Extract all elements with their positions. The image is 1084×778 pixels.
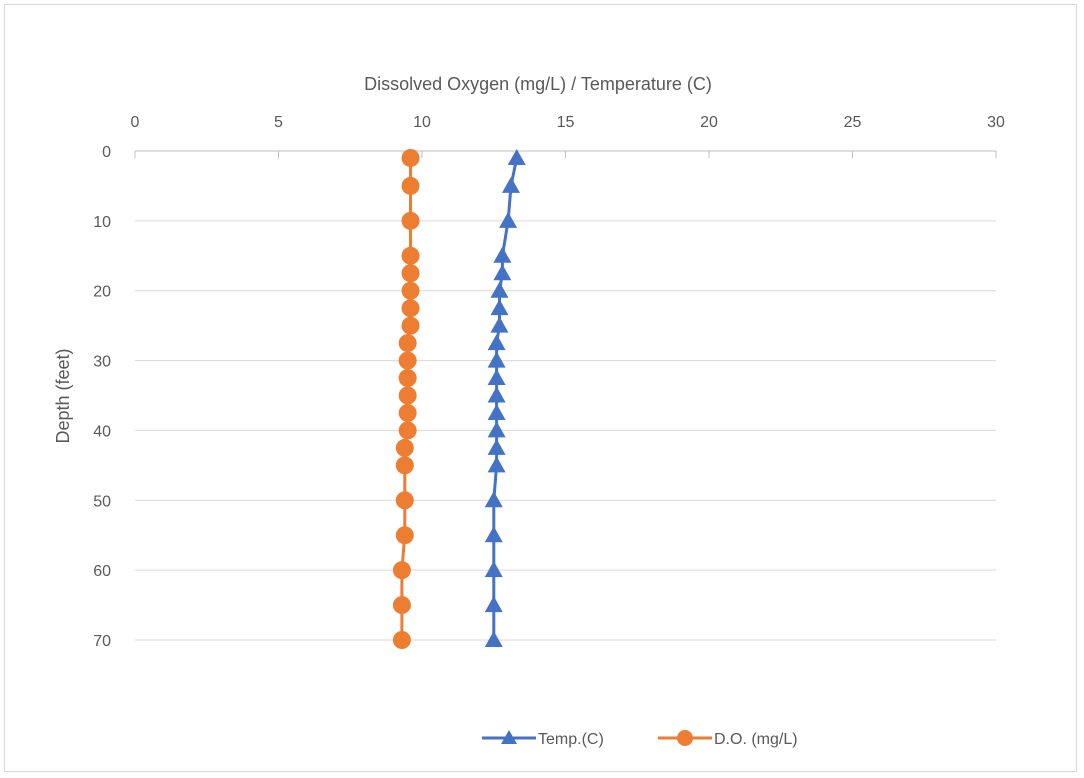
- y-tick-label: 70: [93, 633, 111, 650]
- data-point: [484, 596, 503, 613]
- y-tick-label: 0: [102, 144, 111, 161]
- data-point: [487, 456, 506, 473]
- data-point: [490, 316, 509, 333]
- x-tick-label: 10: [413, 114, 431, 131]
- data-point: [499, 211, 518, 228]
- data-point: [401, 176, 420, 195]
- data-point: [507, 148, 526, 165]
- data-point: [401, 299, 420, 318]
- data-point: [392, 561, 411, 580]
- data-point: [487, 386, 506, 403]
- data-point: [392, 631, 411, 649]
- legend-label: D.O. (mg/L): [714, 731, 798, 748]
- data-point: [493, 264, 512, 281]
- data-point: [398, 334, 417, 353]
- legend: Temp.(C) D.O. (mg/L): [482, 730, 798, 748]
- data-point: [487, 438, 506, 455]
- axes: 0 10 20 30 40 50 60 70 0 5 10 15 20 25 30: [93, 114, 1005, 650]
- legend-marker: [677, 730, 693, 746]
- data-point: [401, 148, 420, 167]
- data-point: [401, 264, 420, 283]
- data-point: [484, 491, 503, 508]
- data-point: [493, 246, 512, 263]
- data-point: [398, 369, 417, 388]
- data-point: [401, 316, 420, 335]
- y-tick-label: 40: [93, 423, 111, 440]
- data-point: [484, 631, 503, 647]
- data-point: [401, 246, 420, 265]
- data-point: [487, 334, 506, 351]
- x-axis-title: Dissolved Oxygen (mg/L) / Temperature (C…: [364, 74, 712, 94]
- chart-area: [4, 4, 1077, 772]
- data-point: [484, 526, 503, 543]
- data-point: [395, 456, 414, 475]
- data-point: [401, 211, 420, 230]
- x-tick-label: 25: [844, 114, 862, 131]
- data-point: [484, 561, 503, 578]
- data-point: [398, 403, 417, 422]
- x-tick-label: 15: [557, 114, 575, 131]
- data-point: [490, 299, 509, 316]
- data-point: [392, 596, 411, 615]
- data-point: [487, 351, 506, 368]
- data-point: [490, 281, 509, 298]
- y-tick-label: 50: [93, 493, 111, 510]
- data-point: [401, 281, 420, 300]
- data-point: [395, 491, 414, 510]
- data-point: [398, 386, 417, 405]
- data-point: [395, 438, 414, 457]
- y-tick-label: 10: [93, 214, 111, 231]
- grid-lines: [135, 220, 996, 641]
- data-point: [487, 403, 506, 420]
- data-point: [398, 421, 417, 440]
- y-tick-label: 60: [93, 563, 111, 580]
- plot-series: [392, 148, 526, 649]
- y-tick-label: 20: [93, 284, 111, 301]
- y-axis-title: Depth (feet): [53, 348, 73, 443]
- legend-label: Temp.(C): [538, 731, 604, 748]
- x-tick-label: 20: [700, 114, 718, 131]
- x-tick-label: 0: [131, 114, 140, 131]
- data-point: [487, 369, 506, 386]
- data-point: [395, 526, 414, 545]
- data-point: [501, 176, 520, 193]
- x-tick-label: 30: [987, 114, 1005, 131]
- legend-marker: [501, 730, 517, 744]
- data-point: [398, 351, 417, 370]
- x-tick-label: 5: [274, 114, 283, 131]
- y-tick-label: 30: [93, 354, 111, 371]
- data-point: [487, 421, 506, 438]
